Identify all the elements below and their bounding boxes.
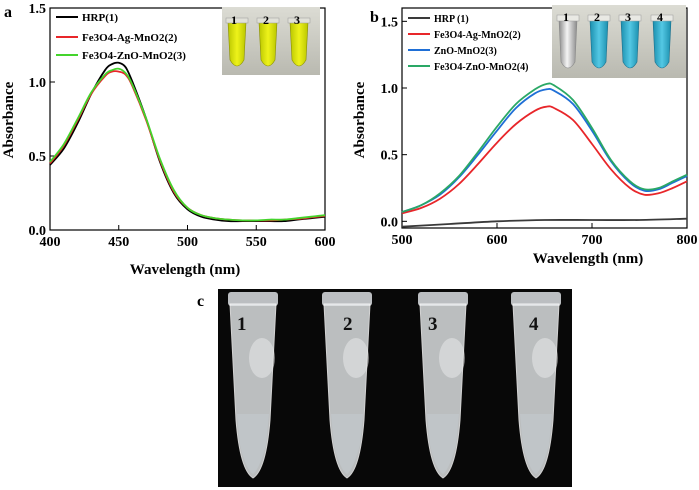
legend-label-fe3o4-ag: Fe3O4-Ag-MnO2(2)	[82, 32, 178, 44]
y-tick-label: 0.0	[381, 215, 399, 230]
inset-tube-label-4: 4	[657, 10, 663, 24]
photo-tube-label-1: 1	[237, 314, 247, 335]
y-tick-label: 1.0	[381, 82, 399, 97]
panel-c-label: c	[197, 293, 204, 310]
y-tick-label: 1.0	[29, 76, 47, 91]
x-tick-label: 600	[315, 235, 336, 250]
x-tick-label: 700	[582, 233, 603, 248]
y-tick-label: 0.0	[29, 224, 47, 239]
x-tick-label: 550	[246, 235, 267, 250]
series-line-fe3o4-zno-mno2-4	[401, 82, 688, 213]
legend-label-fe3o4-zno: Fe3O4-ZnO-MnO2(4)	[434, 62, 528, 73]
panel-c: c 1 2 3	[197, 289, 572, 487]
panel-a-plot: 400 450 500 550 600 0.0 0.5 1.0 1.5	[29, 2, 336, 250]
photo-tube-label-2: 2	[343, 314, 353, 335]
panel-c-photo	[218, 289, 572, 487]
photo-tube-label-3: 3	[428, 314, 438, 335]
inset-tube-4: 4	[650, 10, 674, 69]
photo-tube-3: 3	[418, 292, 468, 479]
panel-a-legend: HRP(1) Fe3O4-Ag-MnO2(2) Fe3O4-ZnO-MnO2(3…	[56, 12, 186, 62]
x-tick-label: 600	[487, 233, 508, 248]
inset-tube-label-3: 3	[294, 13, 300, 27]
x-tick-label: 400	[40, 235, 61, 250]
inset-tube-label-2: 2	[263, 13, 269, 27]
panel-a-label: a	[4, 4, 12, 21]
legend-label-zno: ZnO-MnO2(3)	[434, 46, 497, 57]
inset-tube-1: 1	[556, 10, 580, 69]
x-tick-label: 800	[677, 233, 698, 248]
y-tick-label: 1.5	[29, 2, 47, 17]
series-line-fe3o4-ag-mno2-2	[401, 105, 688, 215]
x-tick-label: 500	[392, 233, 413, 248]
inset-tube-2: 2	[256, 13, 280, 67]
series-line-hrp-1	[49, 61, 326, 223]
x-tick-label: 450	[108, 235, 129, 250]
series-line-hrp-1	[401, 217, 688, 228]
photo-tube-2: 2	[322, 292, 372, 479]
panel-a-inset-photo: 1 2 3	[222, 7, 320, 75]
inset-tube-3: 3	[618, 10, 642, 69]
y-tick-label: 0.5	[29, 150, 47, 165]
legend-label-fe3o4-zno: Fe3O4-ZnO-MnO2(3)	[82, 50, 186, 62]
panel-b: b 500 600 700 800 0.0 0.5 1.0 1.5 Wavelength (n…	[352, 5, 698, 267]
inset-tube-label-1: 1	[563, 10, 569, 24]
panel-a-ylabel: Absorbance	[1, 81, 17, 158]
panel-b-legend: HRP (1) Fe3O4-Ag-MnO2(2) ZnO-MnO2(3) Fe3…	[408, 14, 528, 73]
inset-tube-1: 1	[225, 13, 249, 67]
panel-a: a 400 450 500 550 600 0.0 0.5 1.0 1.5 Wavelength…	[1, 2, 336, 278]
photo-tube-label-4: 4	[529, 314, 539, 335]
legend-label-hrp: HRP (1)	[434, 14, 469, 25]
series-line-fe3o4-zno-mno2-3	[49, 67, 326, 222]
photo-tube-1: 1	[228, 292, 278, 479]
y-tick-label: 1.5	[381, 15, 399, 30]
panel-a-xlabel: Wavelength (nm)	[130, 262, 240, 278]
panel-b-xlabel: Wavelength (nm)	[533, 251, 643, 267]
inset-tube-3: 3	[287, 13, 311, 67]
legend-label-hrp: HRP(1)	[82, 12, 118, 24]
panel-b-label: b	[370, 9, 379, 26]
photo-tube-4: 4	[511, 292, 561, 479]
panel-b-inset-photo: 1 2 3 4	[552, 5, 686, 78]
inset-tube-label-3: 3	[625, 10, 631, 24]
inset-tube-2: 2	[587, 10, 611, 69]
x-tick-label: 500	[177, 235, 198, 250]
legend-label-fe3o4-ag: Fe3O4-Ag-MnO2(2)	[434, 30, 521, 41]
inset-tube-label-2: 2	[594, 10, 600, 24]
y-tick-label: 0.5	[381, 149, 399, 164]
inset-tube-label-1: 1	[231, 13, 237, 27]
panel-b-plot: 500 600 700 800 0.0 0.5 1.0 1.5	[381, 7, 698, 248]
plot-frame	[401, 7, 688, 229]
panel-b-ylabel: Absorbance	[352, 81, 368, 158]
